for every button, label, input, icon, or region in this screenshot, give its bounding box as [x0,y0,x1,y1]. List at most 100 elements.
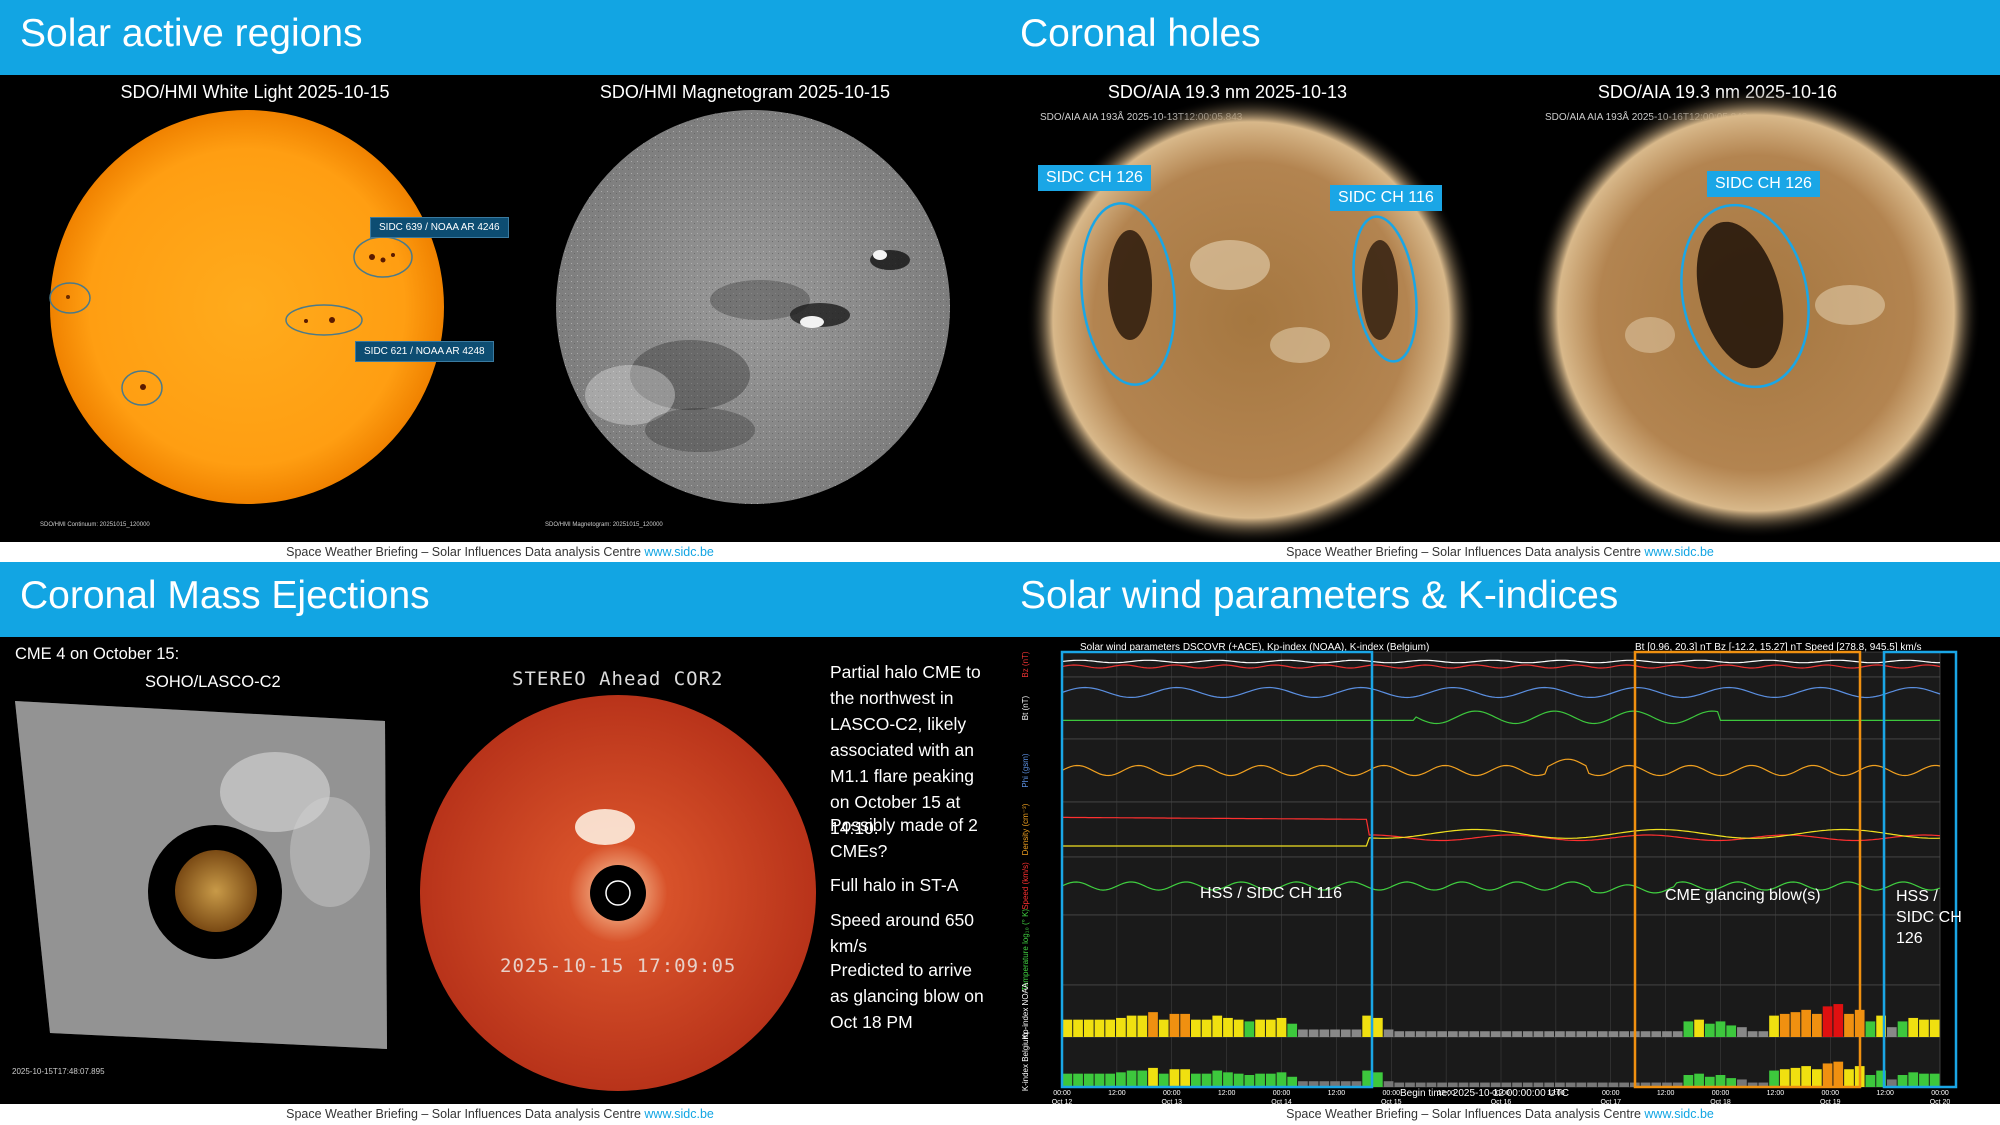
kp-bar [1694,1019,1704,1037]
x-tick-label: 00:00 [1273,1090,1291,1097]
k-bar [1201,1073,1212,1087]
kp-bar [1769,1015,1779,1037]
k-bar [1458,1082,1469,1087]
k-bar [1180,1069,1190,1087]
kp-bar [1929,1019,1940,1037]
kp-bar [1062,1019,1073,1037]
kp-bar [1469,1031,1480,1037]
k-bar [1094,1073,1105,1087]
kp-bar [1897,1021,1908,1037]
sidc-link[interactable]: www.sidc.be [644,1107,714,1121]
x-tick-label: 12:00 [1218,1090,1236,1097]
kp-bar [1330,1029,1340,1037]
kp-bar [1822,1006,1833,1037]
sidc-link[interactable]: www.sidc.be [1644,1107,1714,1121]
kp-bar [1576,1031,1587,1037]
kp-bar [1683,1021,1694,1037]
hss2-box [1882,650,1958,1089]
kp-bar [1083,1019,1094,1037]
k-bar [1812,1069,1822,1087]
kp-bar [1415,1031,1426,1037]
k-bar [1737,1079,1747,1087]
kp-bar [1587,1031,1597,1037]
cme-note: Predicted to arrive as glancing blow on … [830,960,984,1032]
x-tick-label: 12:00 [1876,1090,1894,1097]
panel-label: Speed (km/s) [1021,862,1030,910]
k-bar [1758,1082,1769,1087]
coronal-hole-circle [1080,202,1176,386]
x-tick-label: Oct 15 [1381,1099,1402,1104]
solar-images [49,110,950,504]
k-bar [1747,1082,1758,1087]
k-bar [1319,1081,1330,1087]
slide-footer: Space Weather Briefing – Solar Influence… [1000,542,2000,562]
annotation-cme: CME glancing blow(s) [1665,887,1821,904]
k-bar [1265,1073,1276,1087]
panel-label: Kp-index NOAA [1021,982,1030,1039]
k-bar [1715,1075,1726,1087]
kp-bar [1298,1029,1308,1037]
k-bar [1608,1082,1619,1087]
slide-footer: Space Weather Briefing – Solar Influence… [1000,1104,2000,1124]
cme-slide: Coronal Mass Ejections CME 4 on October … [0,562,1000,1124]
kp-bar [1501,1031,1512,1037]
k-bar [1148,1067,1158,1087]
panel-label: Density (cm⁻³) [1021,803,1030,855]
kp-bar [1447,1031,1458,1037]
sidc-link[interactable]: www.sidc.be [1644,545,1714,559]
k-bar [1522,1082,1533,1087]
k-bar [1512,1082,1522,1087]
section-title: Solar wind parameters & K-indices [1020,574,1619,617]
solar-wind-chart: Bz (nT) Bt (nT) Phi (gsm) Density (cm⁻³) Spe… [1021,650,1958,1104]
kp-bar [1715,1021,1726,1037]
kp-bar [1169,1013,1180,1037]
cme-note: Speed around 650 km/s [830,910,975,956]
k-bar [1919,1073,1929,1087]
panel-label: K-index Belgium [1021,1033,1030,1092]
stereo-timestamp: 2025-10-15 17:09:05 [500,955,737,977]
chart-title: Solar wind parameters DSCOVR (+ACE), Kp-… [1080,642,1430,653]
x-tick-label: 12:00 [1437,1090,1455,1097]
k-bar [1597,1082,1608,1087]
kp-bar [1116,1017,1126,1037]
k-bar [1769,1070,1779,1087]
k-bar [1116,1072,1126,1087]
region-circle [121,370,163,406]
kp-bar [1544,1031,1555,1037]
x-tick-label: 00:00 [1492,1090,1510,1097]
k-bar [1876,1070,1886,1087]
region-label: SIDC 639 / NOAA AR 4246 [370,217,509,238]
k-bar [1083,1073,1094,1087]
cme-note: Full halo in ST-A [830,875,959,895]
k-bar [1137,1070,1148,1087]
kp-bar [1394,1031,1405,1037]
kp-bar [1073,1019,1083,1037]
kp-bar [1148,1012,1158,1037]
sidc-link[interactable]: www.sidc.be [644,545,714,559]
kp-bar [1565,1031,1576,1037]
k-bar [1062,1073,1073,1087]
kp-bar [1908,1017,1919,1037]
kp-bar [1747,1031,1758,1037]
series-line [1062,710,1940,725]
section-title: Coronal holes [1020,12,1261,55]
kp-bar [1276,1017,1287,1037]
k-bar [1555,1082,1565,1087]
solar-wind-panel: Solar wind parameters DSCOVR (+ACE), Kp-… [1000,637,2000,1104]
k-bar [1490,1082,1501,1087]
section-title: Coronal Mass Ejections [20,574,430,617]
k-bar [1640,1082,1651,1087]
k-bar [1844,1069,1854,1087]
kp-bar [1480,1031,1490,1037]
x-tick-label: 12:00 [1547,1090,1565,1097]
cme-title: CME 4 on October 15: [15,645,180,663]
k-bar [1587,1082,1597,1087]
x-tick-label: Oct 17 [1600,1099,1621,1104]
kp-bar [1255,1019,1265,1037]
kp-bar [1351,1029,1362,1037]
k-bar [1223,1072,1233,1087]
k-bar [1533,1082,1544,1087]
x-tick-label: 12:00 [1657,1090,1675,1097]
kp-bar [1212,1015,1223,1037]
slide-footer: Space Weather Briefing – Solar Influence… [0,542,1000,562]
